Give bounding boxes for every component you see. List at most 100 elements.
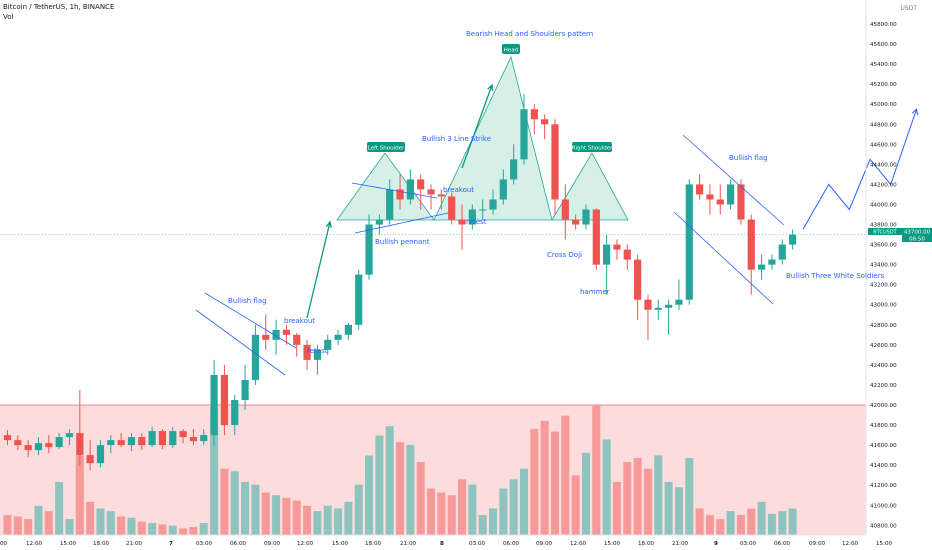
head-tag: Head (502, 44, 520, 54)
candle-body (158, 431, 167, 446)
candle-body (551, 124, 559, 200)
candle-body (365, 224, 373, 275)
candle-body (685, 184, 693, 300)
candle-body (530, 109, 538, 120)
price-axis[interactable]: 45800.00 45600.00 45400.00 45200.00 45000.00… (865, 0, 897, 535)
price-tick-label: 44800.00 (870, 122, 897, 128)
flag-2-upper (682, 134, 785, 226)
candle-body (179, 431, 187, 438)
volume-bar (633, 458, 642, 535)
volume-bar (643, 468, 652, 535)
candle-body (747, 219, 755, 270)
volume-bar (550, 431, 559, 535)
volume-bar (179, 528, 188, 535)
candle-body (654, 307, 662, 310)
volume-bar (571, 475, 580, 535)
time-axis[interactable]: 00 12:00 15:00 18:00 21:00 7 03:00 06:00 09:00 12… (0, 534, 892, 547)
volume-indicator-label[interactable]: Vol (3, 13, 14, 21)
arrow-up-2-head (487, 83, 494, 92)
last-price-countdown: 08:50 (909, 237, 925, 243)
volume-bar (220, 468, 229, 535)
candle-body (448, 196, 456, 220)
volume-bar (581, 452, 590, 535)
volume-bar (705, 515, 714, 535)
volume-bar (385, 426, 394, 535)
volume-bar (282, 497, 291, 535)
volume-bar (561, 415, 570, 535)
price-tick-label: 42400.00 (870, 363, 897, 369)
time-tick-label: 06:00 (503, 541, 520, 547)
candle-body (427, 189, 435, 195)
price-tick-label: 41400.00 (870, 463, 897, 469)
volume-bar (241, 481, 250, 535)
price-tick-label: 44000.00 (870, 202, 897, 208)
time-tick-label: 09:00 (536, 541, 553, 547)
chart-title[interactable]: Bitcoin / TetherUS, 1h, BINANCE (3, 3, 115, 11)
candle-body (716, 199, 724, 205)
candle-body (489, 199, 497, 210)
volume-bar (230, 471, 239, 535)
time-tick-label: 15:00 (60, 541, 77, 547)
candle-body (210, 374, 218, 436)
last-price-tag[interactable]: BTCUSDT 43700.00 08:50 (868, 228, 932, 243)
price-tick-label: 41200.00 (870, 483, 897, 489)
price-tick-label: 43600.00 (870, 243, 897, 249)
time-tick-label: 15:00 (332, 541, 349, 547)
candle-body (437, 194, 445, 197)
price-tick-label: 44200.00 (870, 182, 897, 188)
candle-body (324, 339, 332, 350)
candle-body (282, 329, 291, 335)
volume-bar (334, 508, 343, 535)
candle-body (148, 431, 156, 446)
candle-body (138, 437, 146, 446)
candle-body (706, 194, 714, 200)
price-tick-label: 40800.00 (870, 523, 897, 529)
candle-body (623, 249, 631, 260)
volume-bar (313, 511, 322, 535)
arrow-up-1-head (325, 220, 332, 229)
price-tick-label: 41800.00 (870, 423, 897, 429)
candle-body (117, 440, 125, 446)
candle-body (417, 179, 425, 190)
volume-bar (13, 516, 22, 535)
candle-body (65, 433, 74, 438)
bullish-pennant-label: Bullish pennant (375, 238, 430, 246)
volume-bar (3, 515, 12, 535)
right-shoulder-tag-text: Right Shoulder (572, 146, 613, 152)
volume-bar (86, 501, 95, 535)
time-tick-label: 03:00 (469, 541, 486, 547)
hammer-label: hammer (580, 288, 610, 296)
candle-body (561, 199, 569, 220)
volume-bar (726, 511, 735, 535)
volume-bar (747, 508, 756, 535)
price-tick-label: 44600.00 (870, 142, 897, 148)
candle-body (634, 259, 642, 300)
candle-body (510, 159, 518, 180)
annotations: Bearish Head and Shoulders pattern Bulli… (228, 30, 884, 355)
volume-bar (44, 511, 53, 535)
time-tick-label: 03:00 (196, 541, 213, 547)
volume-bar (509, 479, 518, 535)
volume-bar (406, 444, 415, 535)
candle-body (541, 119, 549, 125)
bullish-flag-label-2: Bullish flag (729, 154, 768, 162)
head-tag-text: Head (504, 48, 518, 54)
volume-bar (127, 517, 136, 535)
bullish-flag-label-1: Bullish flag (228, 297, 267, 305)
forecast-path (802, 109, 918, 230)
right-shoulder-tag: Right Shoulder (572, 142, 613, 152)
volume-bar (757, 501, 766, 535)
candles-layer (3, 94, 797, 471)
volume-bar (137, 521, 146, 535)
retest-label-2: retest (466, 218, 487, 226)
pattern-title: Bearish Head and Shoulders pattern (466, 30, 593, 38)
candle-body (262, 334, 270, 340)
candle-body (169, 431, 177, 446)
volume-bar (540, 420, 549, 535)
time-tick-label: 18:00 (365, 541, 382, 547)
candle-body (127, 437, 136, 446)
candle-body (603, 244, 611, 265)
volume-bar (96, 508, 105, 535)
